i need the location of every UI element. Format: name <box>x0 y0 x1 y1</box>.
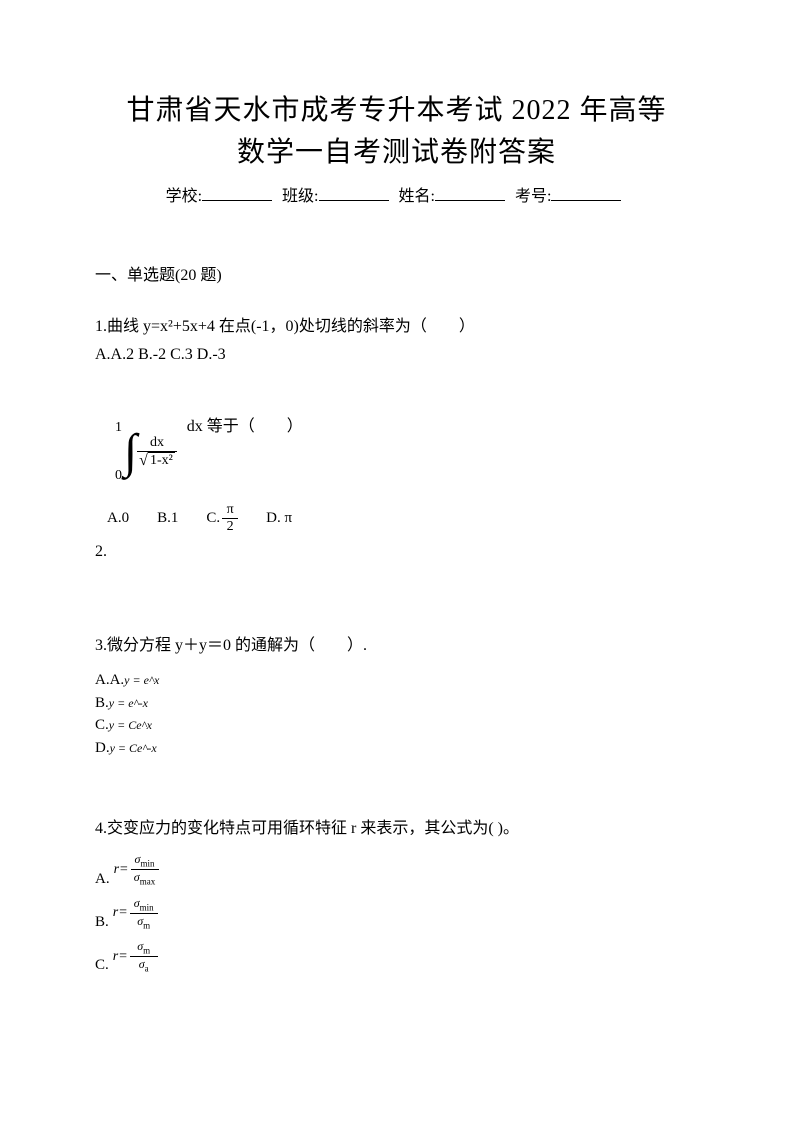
q3-a-math: y = e^x <box>124 673 159 687</box>
q3-b-label: B. <box>95 695 109 711</box>
question-1-options: A.A.2 B.-2 C.3 D.-3 <box>95 346 698 364</box>
q3-c-math: y = Ce^x <box>109 718 152 732</box>
q4-c-r: r= <box>113 949 128 965</box>
q4-b-den-sub: m <box>143 920 150 930</box>
q4-a-den-sub: max <box>140 877 156 887</box>
school-label: 学校: <box>166 188 202 205</box>
question-2-number: 2. <box>95 543 698 561</box>
exam-title: 甘肃省天水市成考专升本考试 2022 年高等 数学一自考测试卷附答案 <box>95 90 698 174</box>
q3-opt-d: D.y = Ce^-x <box>95 737 698 760</box>
title-line-1: 甘肃省天水市成考专升本考试 2022 年高等 <box>95 90 698 132</box>
title-line-2: 数学一自考测试卷附答案 <box>95 132 698 174</box>
name-label: 姓名: <box>399 188 435 205</box>
name-blank[interactable] <box>435 185 505 201</box>
q3-b-math: y = e^-x <box>109 696 148 710</box>
q3-d-math: y = Ce^-x <box>110 741 157 755</box>
question-2: 1 0 ∫ dx √ 1-x² dx 等于（ ） A.0 B.1 C. <box>95 412 698 561</box>
q4-a-label: A. <box>95 871 110 888</box>
question-1-text: 1.曲线 y=x²+5x+4 在点(-1，0)处切线的斜率为（ ） <box>95 313 698 340</box>
question-3: 3.微分方程 y＋y＝0 的通解为（ ）. A.A.y = e^x B.y = … <box>95 631 698 759</box>
q2-opt-c-den: 2 <box>225 519 236 535</box>
q4-c-label: C. <box>95 957 109 974</box>
q3-opt-a: A.A.y = e^x <box>95 669 698 692</box>
class-label: 班级: <box>282 188 318 205</box>
student-info-line: 学校: 班级: 姓名: 考号: <box>95 182 698 206</box>
question-4-text: 4.交变应力的变化特点可用循环特征 r 来表示，其公式为( )。 <box>95 814 698 838</box>
q2-upper-bound: 1 <box>115 420 122 436</box>
class-blank[interactable] <box>319 185 389 201</box>
q4-opt-b: B. r= σmin σm <box>95 896 698 931</box>
q4-b-label: B. <box>95 914 109 931</box>
q2-opt-a: A.0 <box>107 510 129 527</box>
q4-a-num-sub: min <box>140 859 154 869</box>
q4-b-r: r= <box>113 905 128 921</box>
q4-opt-a: A. r= σmin σmax <box>95 852 698 887</box>
q3-a-label: A.A. <box>95 672 124 688</box>
q2-opt-b: B.1 <box>157 510 178 527</box>
q2-opt-c: C. π 2 <box>206 502 238 535</box>
examno-label: 考号: <box>515 188 551 205</box>
question-4: 4.交变应力的变化特点可用循环特征 r 来表示，其公式为( )。 A. r= σ… <box>95 814 698 974</box>
q2-integral: 1 0 ∫ dx √ 1-x² dx 等于（ ） <box>115 412 303 484</box>
q2-opt-c-num: π <box>225 502 236 518</box>
q3-c-label: C. <box>95 717 109 733</box>
q2-opt-c-label: C. <box>206 510 220 527</box>
q2-sqrt-content: 1-x² <box>148 452 175 468</box>
q4-c-num-sub: m <box>143 945 150 955</box>
q4-opt-c: C. r= σm σa <box>95 939 698 974</box>
q2-rest-text: dx 等于（ ） <box>187 418 303 435</box>
examno-blank[interactable] <box>551 185 621 201</box>
q3-opt-c: C.y = Ce^x <box>95 714 698 737</box>
q4-a-r: r= <box>114 862 129 878</box>
section-mcq-heading: 一、单选题(20 题) <box>95 261 698 285</box>
q2-frac-num: dx <box>148 435 166 451</box>
school-blank[interactable] <box>202 185 272 201</box>
sqrt-icon: √ <box>139 452 148 470</box>
q3-opt-b: B.y = e^-x <box>95 692 698 715</box>
q2-lower-bound: 0 <box>115 468 122 484</box>
q2-opt-d: D. π <box>266 510 292 527</box>
q3-d-label: D. <box>95 740 110 756</box>
q2-options-row: A.0 B.1 C. π 2 D. π <box>107 502 698 535</box>
q4-c-den-sub: a <box>145 964 149 974</box>
q4-b-num-sub: min <box>140 902 154 912</box>
integral-sign-icon: ∫ <box>124 426 137 478</box>
question-3-text: 3.微分方程 y＋y＝0 的通解为（ ）. <box>95 631 698 655</box>
